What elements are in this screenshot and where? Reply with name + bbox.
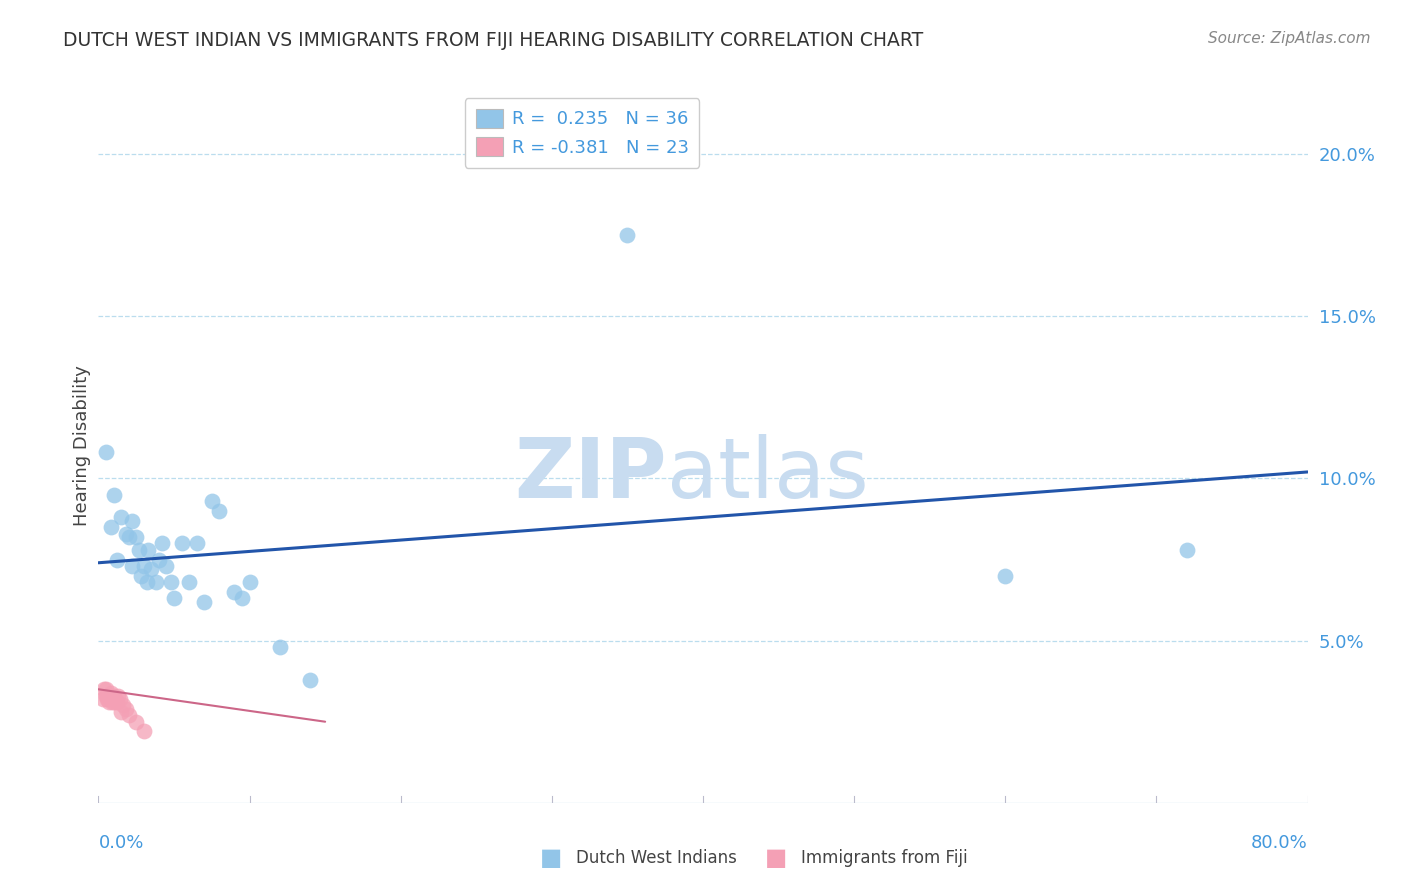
Point <box>179 575 201 590</box>
Point <box>114 702 136 716</box>
Point <box>269 640 291 654</box>
Point <box>141 562 163 576</box>
Point <box>101 695 124 709</box>
Point <box>96 689 118 703</box>
Point <box>108 692 131 706</box>
Point <box>103 488 125 502</box>
Point <box>129 568 152 582</box>
Text: 0.0%: 0.0% <box>98 834 143 852</box>
Point <box>100 692 122 706</box>
Point <box>103 695 125 709</box>
Point <box>100 685 122 699</box>
Point <box>118 530 141 544</box>
Point <box>100 520 122 534</box>
Point <box>110 510 132 524</box>
Text: Dutch West Indians: Dutch West Indians <box>576 849 737 867</box>
Point <box>104 692 127 706</box>
Point <box>121 559 143 574</box>
Point <box>103 689 125 703</box>
Point <box>94 689 117 703</box>
Text: atlas: atlas <box>666 434 869 515</box>
Legend: R =  0.235   N = 36, R = -0.381   N = 23: R = 0.235 N = 36, R = -0.381 N = 23 <box>465 98 699 168</box>
Point <box>125 714 148 729</box>
Point <box>94 682 117 697</box>
Point <box>186 536 208 550</box>
Point <box>94 445 117 459</box>
Point <box>98 689 121 703</box>
Text: ■: ■ <box>765 847 787 870</box>
Point <box>616 228 638 243</box>
Point <box>299 673 322 687</box>
Point <box>148 552 170 566</box>
Text: 80.0%: 80.0% <box>1251 834 1308 852</box>
Point <box>105 695 128 709</box>
Y-axis label: Hearing Disability: Hearing Disability <box>73 366 91 526</box>
Text: DUTCH WEST INDIAN VS IMMIGRANTS FROM FIJI HEARING DISABILITY CORRELATION CHART: DUTCH WEST INDIAN VS IMMIGRANTS FROM FIJ… <box>63 31 924 50</box>
Point <box>128 542 150 557</box>
Point <box>208 504 231 518</box>
Point <box>150 536 173 550</box>
Point <box>160 575 183 590</box>
Text: ZIP: ZIP <box>515 434 666 515</box>
Point <box>239 575 262 590</box>
Point <box>118 708 141 723</box>
Point <box>231 591 253 606</box>
Point <box>155 559 177 574</box>
Point <box>93 682 115 697</box>
Text: Immigrants from Fiji: Immigrants from Fiji <box>801 849 969 867</box>
Point <box>111 698 134 713</box>
Point <box>105 552 128 566</box>
Point <box>96 692 118 706</box>
Text: Source: ZipAtlas.com: Source: ZipAtlas.com <box>1208 31 1371 46</box>
Point <box>145 575 167 590</box>
Point <box>224 585 246 599</box>
Point <box>193 595 215 609</box>
Point <box>114 526 136 541</box>
Point <box>132 724 155 739</box>
Point <box>1175 542 1198 557</box>
Point <box>91 692 114 706</box>
Point <box>110 705 132 719</box>
Point <box>125 530 148 544</box>
Point <box>136 542 159 557</box>
Point <box>170 536 193 550</box>
Point <box>201 494 224 508</box>
Point <box>132 559 155 574</box>
Point <box>107 689 129 703</box>
Point <box>994 568 1017 582</box>
Point <box>121 514 143 528</box>
Point <box>163 591 186 606</box>
Point <box>135 575 157 590</box>
Point <box>98 695 121 709</box>
Text: ■: ■ <box>540 847 562 870</box>
